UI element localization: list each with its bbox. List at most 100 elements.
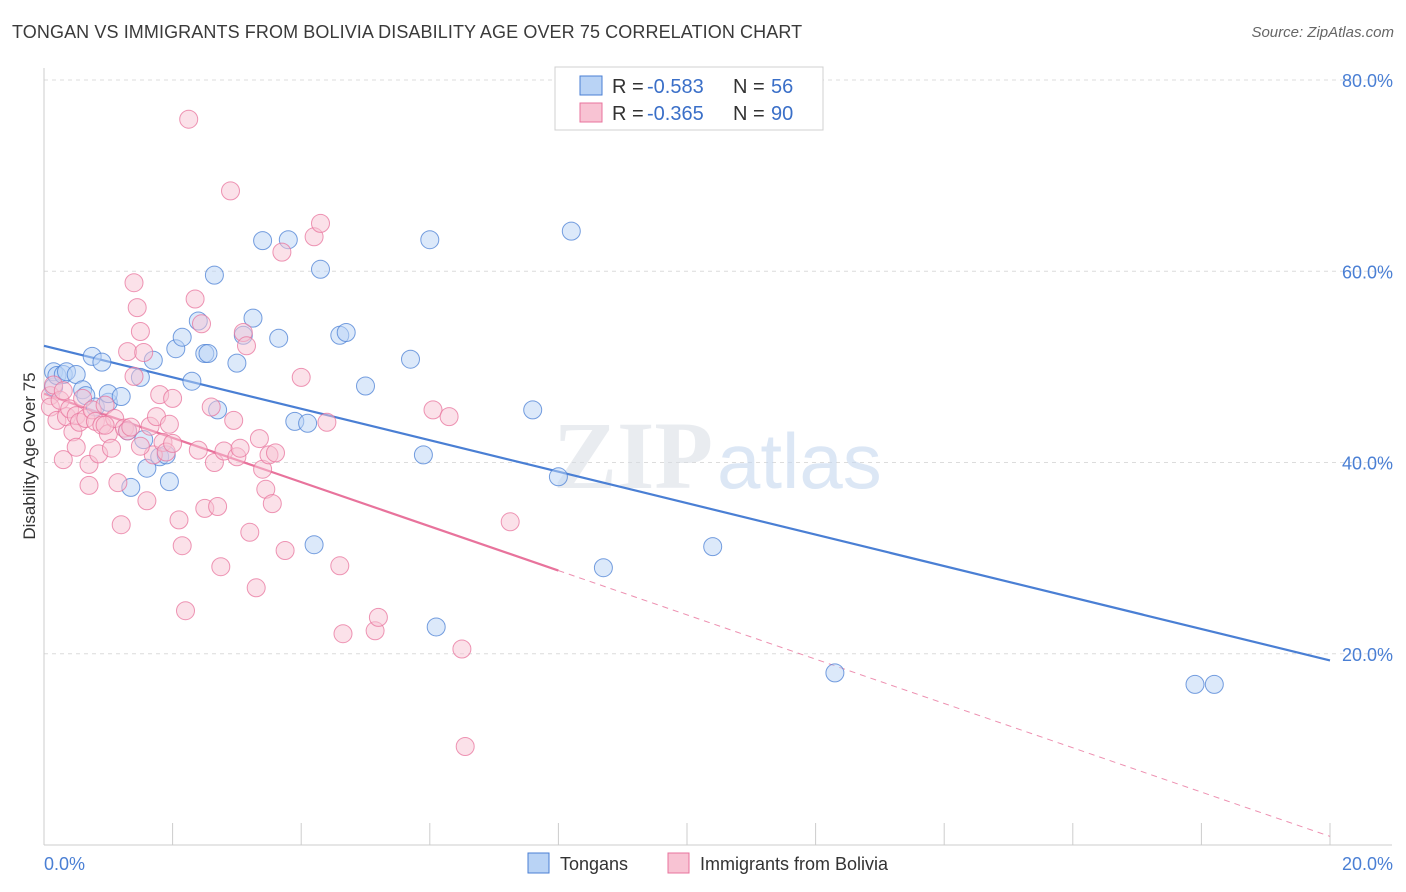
bolivia-trend-extension [558, 570, 1331, 837]
tongan-point [304, 535, 324, 555]
bolivia-point [163, 433, 183, 453]
bolivia-point [266, 443, 285, 463]
legend-n-label-2: N = [733, 103, 765, 125]
bolivia-point [291, 367, 311, 387]
x-tick-label: 0.0% [44, 854, 85, 874]
bolivia-point [192, 314, 211, 334]
data-points [40, 109, 1224, 756]
bolivia-point [237, 336, 256, 356]
bolivia-point [163, 388, 183, 408]
bolivia-point [137, 491, 157, 511]
tongan-point [159, 472, 179, 492]
tongan-point [1204, 674, 1224, 694]
tongan-point [593, 558, 613, 578]
tongan-point [92, 352, 112, 372]
bolivia-point [66, 437, 86, 457]
bolivia-point [368, 607, 388, 627]
tongan-point [523, 400, 543, 420]
bolivia-point [221, 181, 240, 201]
legend-n-value-2: 90 [771, 103, 793, 125]
tongan-point [227, 353, 247, 373]
legend-r-value-2: -0.365 [647, 103, 704, 125]
bolivia-point [208, 497, 228, 516]
bolivia-point [124, 273, 144, 293]
bolivia-point [272, 242, 292, 262]
bolivia-point [211, 557, 231, 577]
bolivia-point [124, 366, 144, 386]
tongan-point [298, 413, 318, 433]
y-tick-labels: 20.0% 40.0% 60.0% 80.0% [1342, 71, 1393, 665]
bolivia-point [118, 342, 138, 362]
bolivia-point [108, 473, 128, 493]
bolivia-point [53, 381, 73, 401]
bolivia-point [172, 536, 192, 556]
tongan-point [311, 259, 330, 279]
bolivia-point [53, 450, 73, 470]
watermark-zip: ZIP [553, 402, 713, 509]
bolivia-point [317, 412, 337, 432]
tongan-point [561, 221, 581, 241]
legend-box: R = -0.583 N = 56 R = -0.365 N = 90 [554, 66, 824, 131]
tongan-point [825, 663, 845, 683]
legend-n-label-1: N = [733, 76, 765, 98]
gridlines [44, 79, 1392, 655]
legend-r-label-1: R = [612, 76, 644, 98]
bolivia-point [130, 436, 150, 456]
bolivia-point [95, 415, 115, 435]
bolivia-point [439, 407, 459, 427]
bolivia-point [500, 512, 520, 532]
tongan-point [1185, 674, 1205, 694]
legend-swatch-tongans [579, 75, 603, 96]
tongan-point [703, 537, 723, 557]
tongan-point [356, 376, 375, 396]
bottom-legend: Tongans Immigrants from Bolivia [527, 852, 889, 874]
bolivia-point [130, 322, 150, 341]
tongan-point [253, 231, 273, 251]
bolivia-point [330, 556, 350, 576]
y-tick-label: 20.0% [1342, 645, 1393, 665]
y-tick-label: 80.0% [1342, 71, 1393, 91]
bolivia-point [79, 475, 99, 495]
bolivia-point [95, 395, 115, 415]
source-label: Source: ZipAtlas.com [1251, 24, 1394, 41]
bolivia-point [121, 417, 141, 437]
bolivia-point [169, 510, 189, 530]
bolivia-point [159, 414, 179, 434]
tongan-trend-line [43, 344, 1331, 662]
x-tick-labels: 0.0% 20.0% [44, 854, 1393, 874]
tongan-point [172, 327, 192, 347]
bolivia-point [102, 438, 121, 458]
bolivia-point [224, 410, 244, 430]
legend-n-value-1: 56 [771, 76, 793, 98]
bolivia-point [333, 624, 353, 644]
chart-title: TONGAN VS IMMIGRANTS FROM BOLIVIA DISABI… [12, 22, 803, 42]
tongan-point [548, 467, 568, 487]
tongan-point [198, 344, 218, 363]
y-tick-label: 60.0% [1342, 262, 1393, 282]
tongan-point [413, 445, 433, 465]
x-tick-label: 20.0% [1342, 854, 1393, 874]
tongan-point [336, 323, 356, 342]
tongan-point [269, 328, 289, 348]
watermark-atlas: atlas [717, 417, 882, 505]
bottom-legend-swatch-bolivia [667, 852, 690, 874]
bolivia-point [246, 578, 266, 598]
legend-swatch-bolivia [579, 102, 603, 123]
bolivia-point [311, 213, 330, 233]
bolivia-point [111, 515, 131, 535]
bolivia-point [249, 429, 269, 449]
bolivia-point [176, 601, 195, 621]
bolivia-point [188, 440, 208, 460]
legend-r-value-1: -0.583 [647, 76, 704, 98]
bolivia-point [230, 438, 250, 458]
bolivia-point [127, 298, 147, 318]
bolivia-point [134, 343, 154, 362]
bottom-legend-bolivia: Immigrants from Bolivia [700, 854, 889, 874]
tongan-point [243, 308, 263, 328]
tongan-point [420, 230, 440, 250]
bottom-legend-tongans: Tongans [560, 854, 628, 874]
bolivia-point [201, 397, 221, 417]
bolivia-point [452, 639, 472, 659]
tongan-point [111, 387, 131, 406]
